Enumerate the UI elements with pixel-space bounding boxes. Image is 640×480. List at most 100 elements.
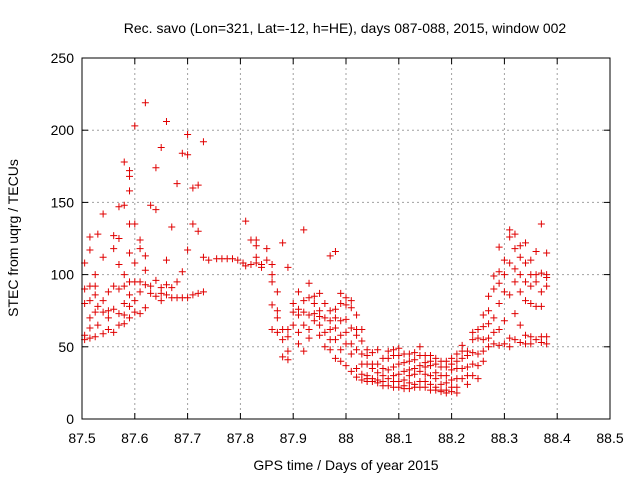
data-point	[453, 357, 461, 365]
data-point	[152, 164, 160, 172]
data-point	[426, 372, 434, 380]
data-point	[511, 278, 519, 286]
data-point	[120, 201, 128, 209]
data-point	[279, 239, 287, 247]
data-point	[141, 266, 149, 274]
data-point	[469, 360, 477, 368]
data-point	[495, 243, 503, 251]
data-point	[479, 357, 487, 365]
data-point	[458, 354, 466, 362]
data-point	[316, 312, 324, 320]
data-point	[141, 99, 149, 107]
data-point	[321, 343, 329, 351]
data-point	[157, 144, 165, 152]
data-point	[184, 246, 192, 254]
y-tick-labels: 0 50 100 150 200 250	[51, 50, 75, 427]
data-point	[353, 364, 361, 372]
data-point	[157, 297, 165, 305]
x-tick-label: 88.4	[544, 430, 571, 446]
data-point	[279, 336, 287, 344]
data-point	[342, 362, 350, 370]
data-point	[86, 233, 94, 241]
data-point	[432, 360, 440, 368]
data-point	[537, 338, 545, 346]
data-point	[141, 281, 149, 289]
data-point	[131, 308, 139, 316]
data-point	[500, 288, 508, 296]
data-point	[432, 375, 440, 383]
x-tick-label: 88.5	[596, 430, 623, 446]
data-point	[500, 256, 508, 264]
data-point	[500, 271, 508, 279]
data-point	[331, 247, 339, 255]
data-point	[506, 334, 514, 342]
data-point	[321, 328, 329, 336]
data-point	[331, 314, 339, 322]
data-point	[506, 259, 514, 267]
data-point	[120, 282, 128, 290]
data-point	[242, 262, 250, 270]
data-point	[511, 310, 519, 318]
data-point	[537, 288, 545, 296]
data-point	[199, 288, 207, 296]
data-point	[189, 291, 197, 299]
data-point	[300, 321, 308, 329]
data-point	[305, 279, 313, 287]
data-point	[353, 346, 361, 354]
data-point	[326, 307, 334, 315]
data-point	[99, 210, 107, 218]
data-point	[326, 325, 334, 333]
x-tick-label: 88.3	[491, 430, 518, 446]
data-point	[353, 311, 361, 319]
data-point	[91, 282, 99, 290]
data-point	[474, 375, 482, 383]
data-point	[337, 331, 345, 339]
data-point	[453, 350, 461, 358]
data-point	[326, 317, 334, 325]
data-point	[110, 328, 118, 336]
data-point	[543, 282, 551, 290]
data-point	[395, 351, 403, 359]
data-point	[511, 336, 519, 344]
data-point	[421, 370, 429, 378]
y-tick-label: 200	[51, 122, 75, 138]
data-point	[506, 343, 514, 351]
data-point	[384, 354, 392, 362]
data-point	[442, 372, 450, 380]
data-point	[316, 321, 324, 329]
data-point	[532, 336, 540, 344]
data-point	[126, 167, 134, 175]
data-point	[368, 364, 376, 372]
data-point	[173, 278, 181, 286]
data-point	[126, 302, 134, 310]
data-point	[99, 308, 107, 316]
data-point	[141, 252, 149, 260]
data-point	[136, 288, 144, 296]
data-point	[104, 288, 112, 296]
data-point	[527, 333, 535, 341]
data-point	[342, 315, 350, 323]
data-point	[500, 317, 508, 325]
data-point	[310, 310, 318, 318]
data-point	[94, 321, 102, 329]
data-point	[91, 333, 99, 341]
data-point	[162, 256, 170, 264]
data-point	[99, 330, 107, 338]
data-point	[543, 273, 551, 281]
data-point	[131, 220, 139, 228]
data-point	[347, 304, 355, 312]
data-point	[511, 230, 519, 238]
data-point	[395, 383, 403, 391]
data-point	[368, 377, 376, 385]
data-point	[495, 299, 503, 307]
data-point	[305, 325, 313, 333]
data-point	[199, 138, 207, 146]
data-point	[537, 269, 545, 277]
data-point	[495, 325, 503, 333]
data-point	[479, 311, 487, 319]
data-point	[273, 288, 281, 296]
data-point	[395, 344, 403, 352]
data-point	[384, 375, 392, 383]
data-point	[511, 245, 519, 253]
